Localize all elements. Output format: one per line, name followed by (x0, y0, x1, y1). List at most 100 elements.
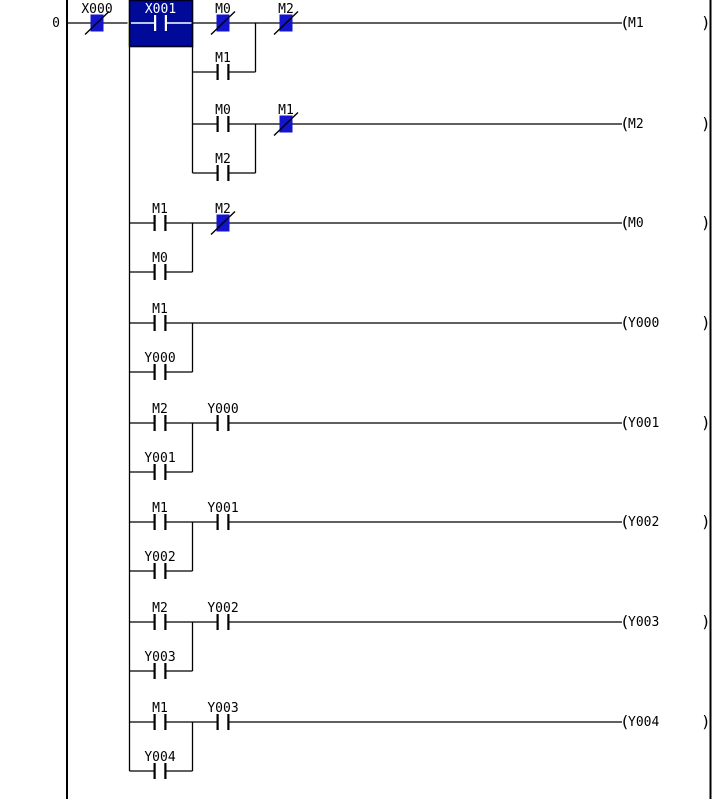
coil-Y000[interactable]: (Y000) (620, 313, 711, 332)
contact-M1[interactable]: M1 (152, 202, 168, 231)
contact-gap (218, 719, 228, 725)
coil-open-paren: ( (620, 612, 630, 631)
coil-M0[interactable]: (M0) (620, 213, 711, 232)
contact-Y001[interactable]: Y001 (207, 501, 239, 530)
parallel-contact-Y001[interactable]: Y001 (144, 451, 176, 480)
contact-M2[interactable]: M2 (152, 402, 168, 431)
contact-label: Y001 (207, 501, 238, 516)
coil-Y004[interactable]: (Y004) (620, 712, 711, 731)
contact-bar (153, 464, 156, 480)
nc-slash (273, 111, 299, 137)
contact-label: Y000 (207, 402, 238, 417)
parallel-contact-Y002[interactable]: Y002 (144, 550, 176, 579)
coil-label: Y001 (628, 416, 659, 431)
coil-close-paren: ) (701, 114, 711, 133)
contact-bar (153, 315, 156, 331)
contact-gap (218, 69, 228, 75)
parallel-contact-M1[interactable]: M1 (215, 51, 231, 80)
coil-label: Y002 (628, 515, 659, 530)
contact-bar (164, 415, 167, 431)
contact-label: M0 (152, 251, 168, 266)
contact-X000[interactable]: X000 (81, 2, 113, 36)
coil-open-paren: ( (620, 114, 630, 133)
contact-label: M1 (152, 501, 168, 516)
contact-Y002[interactable]: Y002 (207, 601, 239, 630)
contact-gap (155, 568, 165, 574)
nc-slash (84, 10, 110, 36)
coil-Y001[interactable]: (Y001) (620, 413, 711, 432)
coil-open-paren: ( (620, 512, 630, 531)
contact-M1[interactable]: M1 (152, 302, 168, 331)
coil-close-paren: ) (701, 313, 711, 332)
contact-M1[interactable]: M1 (152, 701, 168, 730)
contact-bar (153, 614, 156, 630)
parallel-contact-Y003[interactable]: Y003 (144, 650, 176, 679)
coil-label: Y000 (628, 316, 659, 331)
coil-close-paren: ) (701, 712, 711, 731)
contact-gap (218, 121, 228, 127)
contact-bar (227, 64, 230, 80)
contact-bar (153, 415, 156, 431)
coil-Y003[interactable]: (Y003) (620, 612, 711, 631)
contact-M2[interactable]: M2 (273, 2, 299, 36)
coil-label: M2 (628, 117, 644, 132)
coil-M1[interactable]: (M1) (620, 13, 711, 32)
contact-bar (216, 64, 219, 80)
contact-label: Y001 (144, 451, 175, 466)
contact-label: M2 (215, 202, 231, 217)
contact-bar (164, 614, 167, 630)
contact-Y000[interactable]: Y000 (207, 402, 239, 431)
coil-open-paren: ( (620, 13, 630, 32)
contact-bar (164, 15, 167, 31)
coil-label: Y003 (628, 615, 659, 630)
contact-bar (164, 714, 167, 730)
contact-label: M1 (278, 103, 294, 118)
contact-bar (216, 714, 219, 730)
contact-M0[interactable]: M0 (215, 103, 231, 132)
contact-label: Y002 (207, 601, 238, 616)
contact-M1[interactable]: M1 (273, 103, 299, 137)
coil-Y002[interactable]: (Y002) (620, 512, 711, 531)
coil-close-paren: ) (701, 413, 711, 432)
contact-bar (227, 165, 230, 181)
contact-gap (155, 420, 165, 426)
contact-gap (218, 420, 228, 426)
nc-slash (273, 10, 299, 36)
cursor-contact-label: X001 (145, 2, 176, 17)
parallel-contact-Y000[interactable]: Y000 (144, 351, 176, 380)
parallel-contact-Y004[interactable]: Y004 (144, 750, 176, 779)
contact-bar (153, 714, 156, 730)
contact-Y003[interactable]: Y003 (207, 701, 239, 730)
parallel-contact-M0[interactable]: M0 (152, 251, 168, 280)
contact-label: M0 (215, 2, 231, 17)
contact-bar (153, 215, 156, 231)
contact-bar (164, 215, 167, 231)
contact-gap (155, 519, 165, 525)
contact-bar (164, 364, 167, 380)
contact-M1[interactable]: M1 (152, 501, 168, 530)
contact-label: Y003 (207, 701, 238, 716)
contact-M2[interactable]: M2 (210, 202, 236, 236)
contact-label: Y003 (144, 650, 175, 665)
contact-label: M1 (152, 302, 168, 317)
contact-bar (153, 264, 156, 280)
contact-bar (153, 364, 156, 380)
contact-gap (218, 519, 228, 525)
contact-gap (218, 619, 228, 625)
contact-bar (216, 415, 219, 431)
contact-bar (164, 464, 167, 480)
coil-label: Y004 (628, 715, 659, 730)
contact-bar (227, 116, 230, 132)
contact-bar (164, 763, 167, 779)
coil-M2[interactable]: (M2) (620, 114, 711, 133)
contact-M0[interactable]: M0 (210, 2, 236, 36)
contact-bar (164, 264, 167, 280)
contact-M2[interactable]: M2 (152, 601, 168, 630)
cursor-cell[interactable]: X001 (127, 0, 194, 48)
coil-open-paren: ( (620, 413, 630, 432)
contact-bar (227, 415, 230, 431)
parallel-contact-M2[interactable]: M2 (215, 152, 231, 181)
contact-bar (227, 514, 230, 530)
contact-label: M2 (152, 402, 168, 417)
